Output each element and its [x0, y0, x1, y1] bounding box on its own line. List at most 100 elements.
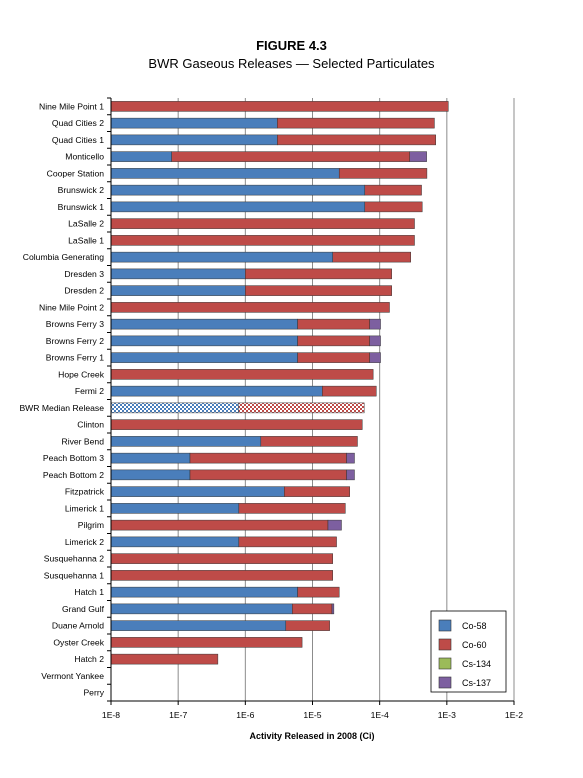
bar-segment	[238, 503, 346, 514]
category-label: River Bend	[61, 436, 104, 446]
axes	[107, 97, 515, 705]
bar-segment	[110, 653, 219, 665]
bar-segment	[110, 486, 285, 497]
bar-segment	[110, 134, 278, 146]
bar-segment	[364, 201, 423, 213]
legend-label: Co-60	[462, 640, 487, 650]
bar-segment	[110, 251, 333, 263]
category-label: LaSalle 2	[68, 219, 104, 229]
bar-segment	[110, 620, 287, 631]
legend-swatch	[438, 657, 452, 670]
bar-segment	[110, 436, 262, 447]
bar-segment	[277, 134, 436, 146]
x-axis-label: Activity Released in 2008 (Ci)	[249, 731, 374, 741]
bar-segment	[238, 536, 337, 548]
category-label: Limerick 2	[65, 537, 104, 547]
bar-segment	[110, 335, 298, 347]
bar-segment	[110, 117, 278, 129]
category-label: Cooper Station	[47, 168, 105, 178]
category-label: Columbia Generating	[23, 252, 104, 262]
x-tick-label: 1E-4	[371, 710, 389, 720]
bar-segment	[110, 218, 415, 229]
x-tick-label: 1E-8	[102, 710, 120, 720]
bar-segment	[110, 201, 366, 213]
category-label: Grand Gulf	[62, 604, 105, 614]
bar-segment	[409, 151, 427, 162]
bar-segment	[369, 335, 381, 347]
legend-label: Cs-137	[462, 678, 491, 688]
bar-segment	[110, 402, 240, 414]
bar-segment	[297, 586, 340, 598]
bar-segment	[110, 101, 449, 112]
bar-segment	[284, 486, 350, 497]
bar-segment	[245, 285, 392, 296]
category-label: Vermont Yankee	[41, 671, 104, 681]
legend-swatch	[438, 619, 452, 632]
category-label: Pilgrim	[78, 520, 104, 530]
category-label: Fitzpatrick	[65, 487, 105, 497]
bar-segment	[110, 452, 191, 464]
x-tick-labels: 1E-8 1E-7 1E-6 1E-5 1E-4 1E-3 1E-2	[102, 710, 523, 720]
bar-segment	[110, 570, 333, 581]
bar-segment	[110, 268, 246, 280]
x-tick-label: 1E-6	[236, 710, 254, 720]
category-label: Monticello	[65, 152, 104, 162]
category-label: Hatch 1	[74, 587, 104, 597]
bar-segment	[110, 586, 298, 598]
bar-segment	[369, 318, 381, 330]
bar-segment	[297, 318, 370, 330]
category-label: Oyster Creek	[53, 637, 104, 647]
legend-swatch	[438, 638, 452, 651]
bar-segment	[110, 385, 323, 397]
bar-segment	[331, 603, 335, 615]
bar-segment	[110, 151, 172, 162]
category-label: Nine Mile Point 1	[39, 101, 104, 111]
category-label: Duane Arnold	[52, 621, 104, 631]
bar-segment	[292, 603, 333, 615]
category-label: Quad Cities 2	[52, 118, 104, 128]
bar-segment	[110, 318, 298, 330]
legend-swatch	[438, 676, 452, 689]
category-label: Susquehanna 2	[44, 554, 104, 564]
x-tick-label: 1E-5	[303, 710, 321, 720]
bar-segment	[285, 620, 330, 631]
bar-segment	[110, 503, 240, 514]
category-label: Brunswick 1	[58, 202, 105, 212]
category-label: Peach Bottom 2	[43, 470, 104, 480]
grid-lines	[177, 98, 515, 701]
category-label: Hope Creek	[58, 369, 105, 379]
chart-title: FIGURE 4.3	[256, 38, 327, 53]
bar-segment	[245, 268, 392, 280]
bar-segment	[322, 385, 377, 397]
bar-segment	[110, 519, 329, 531]
bars	[110, 101, 449, 665]
bar-segment	[189, 469, 347, 481]
category-label: Peach Bottom 3	[43, 453, 104, 463]
bar-segment	[369, 352, 381, 363]
bar-segment	[346, 469, 355, 481]
bar-segment	[332, 251, 411, 263]
category-label: Quad Cities 1	[52, 135, 104, 145]
x-tick-label: 1E-7	[169, 710, 187, 720]
category-label: LaSalle 1	[68, 235, 104, 245]
bar-segment	[277, 117, 435, 129]
bar-segment	[346, 452, 355, 464]
category-label: Clinton	[77, 420, 104, 430]
category-labels: Nine Mile Point 1 Quad Cities 2 Quad Citie…	[19, 101, 104, 697]
category-label: Nine Mile Point 2	[39, 302, 104, 312]
bar-segment	[110, 168, 340, 179]
bar-segment	[338, 168, 428, 179]
category-label: Browns Ferry 1	[46, 353, 104, 363]
category-label: BWR Median Release	[19, 403, 104, 413]
category-label: Hatch 2	[74, 654, 104, 664]
bar-segment	[110, 235, 415, 246]
bar-segment	[110, 469, 191, 481]
bar-segment	[110, 536, 240, 548]
bar-segment	[171, 151, 410, 162]
bar-segment	[110, 603, 293, 615]
x-tick-label: 1E-2	[505, 710, 523, 720]
bar-segment	[297, 352, 370, 363]
legend-label: Cs-134	[462, 659, 491, 669]
category-label: Dresden 3	[64, 269, 104, 279]
